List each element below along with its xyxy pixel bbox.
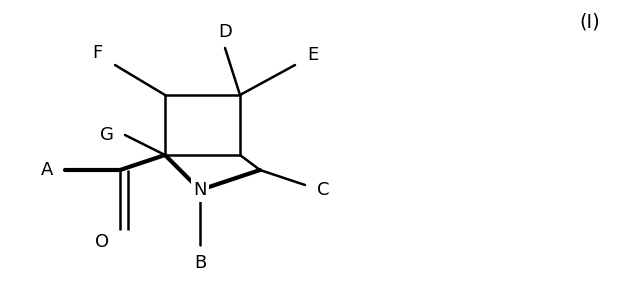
Text: (I): (I) — [580, 12, 600, 32]
Text: N: N — [193, 181, 207, 199]
Text: O: O — [95, 233, 109, 251]
Text: B: B — [194, 254, 206, 272]
Text: F: F — [92, 44, 102, 62]
Text: D: D — [218, 23, 232, 41]
Text: C: C — [317, 181, 329, 199]
Text: G: G — [100, 126, 114, 144]
Text: A: A — [41, 161, 53, 179]
Text: E: E — [308, 46, 319, 64]
